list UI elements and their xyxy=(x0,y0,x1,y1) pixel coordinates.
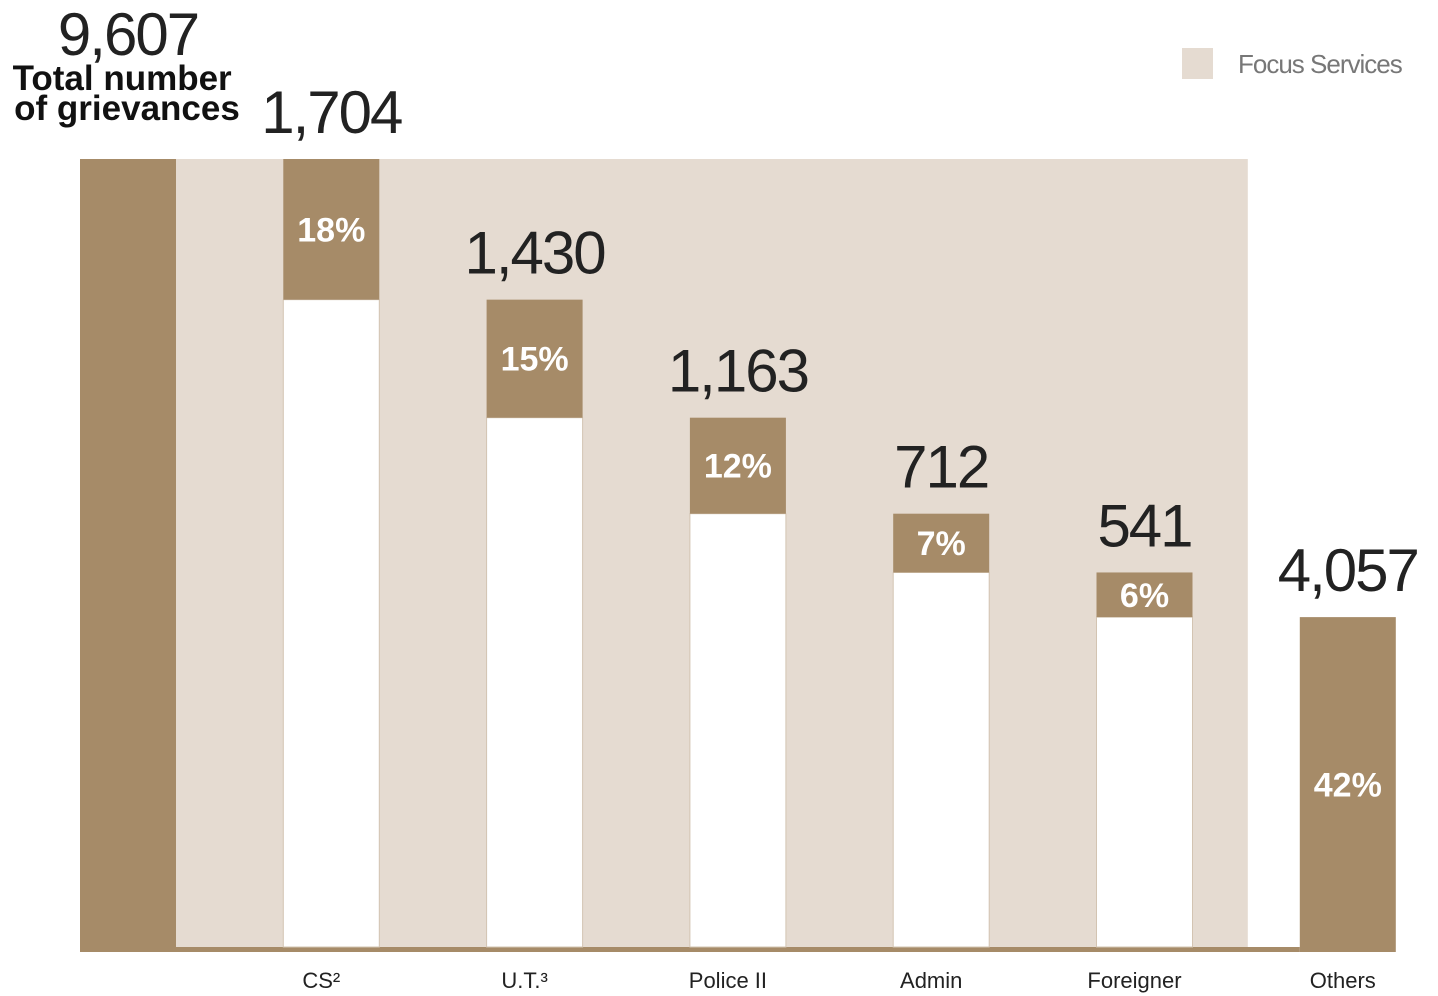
value-label: 1,704 xyxy=(261,79,402,146)
value-label: 9,607 xyxy=(58,1,198,68)
x-tick-label: Others xyxy=(1310,968,1376,993)
total-label: Total number of grievances xyxy=(13,59,242,128)
share-label: 15% xyxy=(501,341,569,379)
share-label: 18% xyxy=(297,211,365,249)
value-label: 1,430 xyxy=(465,220,606,287)
total-label-line: Total number xyxy=(13,59,232,98)
column-below xyxy=(689,513,787,948)
column-below xyxy=(486,417,584,948)
column-below xyxy=(892,571,990,948)
bar xyxy=(1096,572,1193,618)
x-tick-label: CS² xyxy=(302,968,340,993)
column-below xyxy=(282,299,380,948)
value-label: 4,057 xyxy=(1278,537,1418,604)
bar xyxy=(689,417,786,514)
x-tick-label: Admin xyxy=(900,968,962,993)
x-tick-label: Foreigner xyxy=(1087,968,1181,993)
bar xyxy=(80,159,176,952)
bar xyxy=(893,513,990,573)
value-label: 541 xyxy=(1097,492,1191,559)
share-label: 12% xyxy=(704,448,772,486)
value-label: 712 xyxy=(894,434,988,501)
base-line xyxy=(176,947,1300,952)
bar xyxy=(283,159,380,300)
bar xyxy=(1299,617,1396,952)
legend-swatch xyxy=(1182,48,1213,79)
x-tick-label: U.T.³ xyxy=(501,968,547,993)
value-label: 1,163 xyxy=(668,338,808,405)
x-tick-label: Police II xyxy=(689,968,767,993)
bar xyxy=(486,299,583,418)
share-label: 7% xyxy=(917,525,966,563)
legend-label: Focus Services xyxy=(1238,49,1403,79)
share-label: 42% xyxy=(1314,767,1382,805)
share-label: 6% xyxy=(1120,577,1169,615)
total-label-line: of grievances xyxy=(14,89,240,128)
column-below xyxy=(1096,616,1193,948)
